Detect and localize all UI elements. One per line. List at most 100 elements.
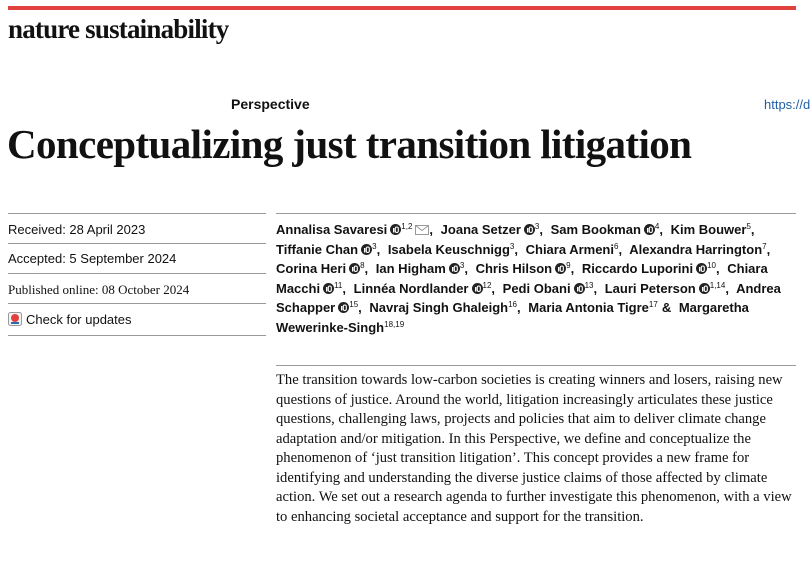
orcid-icon[interactable]	[338, 302, 350, 314]
author: Chiara Macchi 11,	[276, 261, 768, 296]
check-updates[interactable]: Check for updates	[8, 312, 132, 327]
affiliation: 1,14	[709, 280, 726, 290]
orcid-icon[interactable]	[361, 243, 373, 255]
author-name[interactable]: Joana Setzer	[440, 222, 521, 237]
author-name[interactable]: Corina Heri	[276, 261, 347, 277]
separator: ,	[618, 241, 623, 257]
orcid-mark	[648, 226, 653, 234]
affiliation: 1,2	[401, 222, 413, 231]
author-name[interactable]: Lauri Peterson	[604, 280, 696, 296]
author-name[interactable]: Isabela Keuschnigg	[387, 241, 510, 257]
author: Sam Bookman 4,	[551, 222, 667, 237]
rule	[276, 365, 796, 366]
orcid-icon[interactable]	[323, 282, 335, 294]
orcid-icon[interactable]	[573, 282, 585, 294]
author: Isabela Keuschnigg3,	[388, 242, 522, 257]
rule	[8, 273, 266, 274]
author: Kim Bouwer5,	[671, 222, 759, 237]
orcid-mark	[353, 265, 358, 273]
orcid-mark	[526, 228, 529, 233]
orcid-icon[interactable]	[349, 263, 361, 275]
affiliation: 12	[482, 280, 492, 290]
check-updates-text[interactable]: Check for updates	[26, 312, 132, 327]
email-icon[interactable]	[415, 225, 430, 235]
rule	[8, 335, 266, 336]
article-title: Conceptualizing just transition litigati…	[7, 121, 692, 167]
author-name[interactable]: Chiara Armeni	[525, 241, 614, 257]
orcid-mark	[393, 228, 395, 233]
author-name[interactable]: Margaretha Wewerinke-Singh	[276, 300, 749, 335]
author-name[interactable]: Chris Hilson	[475, 261, 553, 277]
author: Navraj Singh Ghaleigh16,	[369, 300, 524, 315]
update-icon	[8, 312, 22, 326]
article-type: Perspective	[231, 96, 310, 112]
author: Annalisa Savaresi 1,2,	[276, 222, 437, 237]
orcid-mark	[646, 228, 649, 233]
separator: ,	[358, 300, 362, 316]
rule	[276, 213, 796, 214]
orcid-mark	[395, 226, 400, 234]
orcid-icon[interactable]	[555, 263, 567, 275]
published-date: Published online: 08 October 2024	[8, 282, 190, 297]
orcid-mark	[453, 265, 458, 273]
separator: ,	[593, 280, 598, 296]
author-list: Annalisa Savaresi 1,2, Joana Setzer 3, Sam…	[276, 220, 798, 338]
journal-name[interactable]: nature sustainability	[8, 14, 229, 44]
author-name[interactable]: Chiara Macchi	[276, 261, 768, 296]
affiliation: 15	[349, 300, 359, 310]
affiliation: 3	[534, 222, 540, 231]
author: Linnéa Nordlander 12,	[354, 281, 499, 296]
affiliation: 9	[566, 261, 571, 271]
author-name[interactable]: Sam Bookman	[550, 222, 641, 237]
orcid-icon[interactable]	[643, 224, 655, 235]
author-name[interactable]: Kim Bouwer	[670, 222, 747, 237]
orcid-mark	[701, 286, 704, 292]
affiliation: 4	[654, 222, 660, 231]
orcid-icon[interactable]	[698, 282, 710, 294]
author: Andrea Schapper 15,	[276, 281, 781, 316]
orcid-mark	[365, 246, 370, 253]
separator: ,	[364, 261, 369, 277]
separator: &	[661, 300, 672, 316]
author-name[interactable]: Navraj Singh Ghaleigh	[369, 300, 509, 316]
author-name[interactable]: Riccardo Luporini	[581, 261, 694, 277]
author-name[interactable]: Linnéa Nordlander	[353, 280, 469, 296]
author: Alexandra Harrington7,	[629, 242, 774, 257]
author-name[interactable]: Pedi Obani	[502, 280, 571, 296]
orcid-mark	[451, 267, 454, 272]
orcid-icon[interactable]	[448, 263, 460, 275]
author-name[interactable]: Tiffanie Chan	[276, 241, 359, 257]
author: Chiara Armeni6,	[526, 242, 626, 257]
orcid-mark	[699, 267, 701, 272]
separator: ,	[491, 280, 496, 296]
affiliation: 13	[584, 280, 594, 290]
envelope	[415, 225, 430, 235]
separator: ,	[750, 222, 755, 237]
author-name[interactable]: Alexandra Harrington	[629, 241, 763, 257]
author: Joana Setzer 3,	[441, 222, 547, 237]
rule	[8, 303, 266, 304]
author-name[interactable]: Annalisa Savaresi	[276, 222, 388, 237]
separator: ,	[570, 261, 575, 277]
orcid-icon[interactable]	[471, 282, 483, 294]
separator: ,	[376, 241, 381, 257]
doi-link[interactable]: https://d	[764, 97, 811, 112]
affiliation: 8	[360, 261, 365, 271]
author-name[interactable]: Maria Antonia Tigre	[528, 300, 649, 316]
affiliation: 11	[334, 280, 343, 290]
separator: ,	[342, 280, 347, 296]
orcid-icon[interactable]	[696, 263, 708, 275]
separator: ,	[659, 222, 663, 237]
author-name[interactable]: Ian Higham	[375, 261, 446, 277]
separator: ,	[517, 300, 521, 316]
affiliation: 5	[746, 222, 751, 231]
separator: ,	[539, 222, 543, 237]
orcid-mark	[558, 267, 560, 272]
orcid-icon[interactable]	[523, 224, 535, 235]
author: Margaretha Wewerinke-Singh18,19	[276, 300, 749, 335]
orcid-mark	[326, 286, 328, 292]
separator: ,	[464, 261, 468, 277]
author-name[interactable]: Andrea Schapper	[276, 280, 781, 316]
orcid-icon[interactable]	[390, 224, 402, 235]
orcid-mark	[476, 285, 481, 292]
